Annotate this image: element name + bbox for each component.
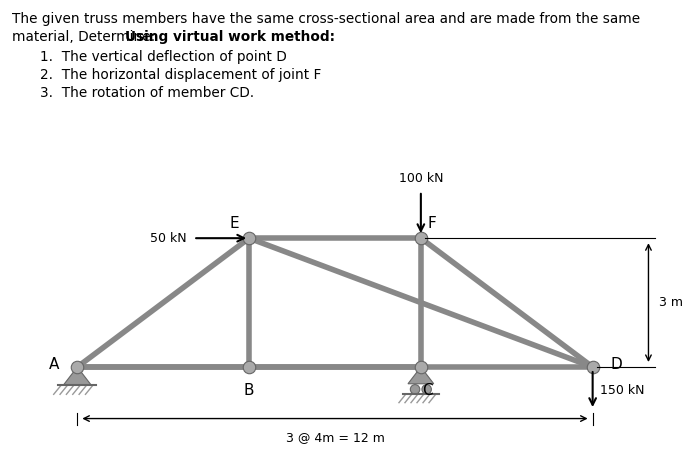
- Text: material, Determine:: material, Determine:: [12, 30, 155, 44]
- Text: D: D: [610, 357, 622, 373]
- Text: 150 kN: 150 kN: [601, 384, 645, 397]
- Circle shape: [422, 385, 431, 394]
- Text: F: F: [427, 216, 436, 230]
- Text: The given truss members have the same cross-sectional area and are made from the: The given truss members have the same cr…: [12, 12, 640, 26]
- Polygon shape: [64, 367, 91, 385]
- Text: 1.  The vertical deflection of point D: 1. The vertical deflection of point D: [40, 50, 287, 64]
- Circle shape: [410, 385, 420, 394]
- Text: 3 m: 3 m: [659, 296, 683, 309]
- Text: 50 kN: 50 kN: [150, 232, 187, 245]
- Text: E: E: [229, 216, 239, 230]
- Text: A: A: [48, 357, 59, 373]
- Polygon shape: [408, 367, 434, 384]
- Text: C: C: [422, 383, 433, 398]
- Text: B: B: [244, 383, 254, 398]
- Text: 100 kN: 100 kN: [398, 171, 443, 184]
- Text: 2.  The horizontal displacement of joint F: 2. The horizontal displacement of joint …: [40, 68, 321, 82]
- Text: 3 @ 4m = 12 m: 3 @ 4m = 12 m: [286, 431, 384, 444]
- Text: Using virtual work method:: Using virtual work method:: [125, 30, 335, 44]
- Text: 3.  The rotation of member CD.: 3. The rotation of member CD.: [40, 86, 254, 100]
